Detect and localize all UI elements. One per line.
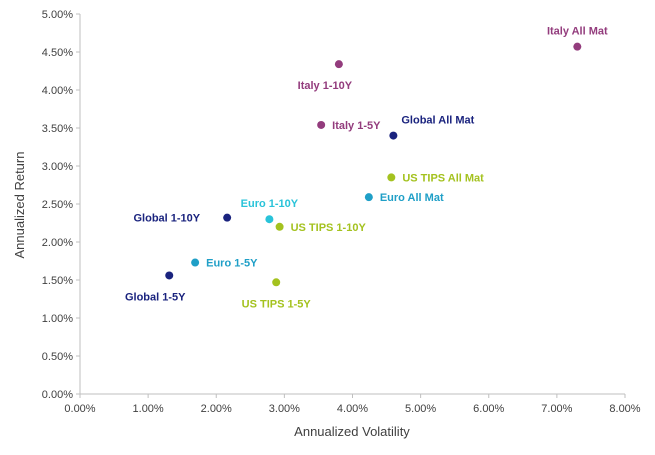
point-label: US TIPS 1-10Y [291, 222, 367, 234]
tick-labels: 0.00% 0.50% 1.00% 1.50% 2.00% 2.50% 3.00% 3.50%… [42, 9, 641, 415]
point-label: US TIPS All Mat [402, 172, 484, 184]
point-label: Italy All Mat [547, 26, 608, 38]
data-point [265, 215, 274, 224]
y-tick-label: 3.00% [42, 161, 73, 173]
y-tick-label: 4.50% [42, 47, 73, 59]
y-axis-title: Annualized Return [12, 152, 27, 259]
data-point [387, 173, 396, 182]
data-point [389, 131, 398, 140]
data-point [317, 120, 326, 129]
data-point [573, 42, 582, 51]
point-label: Euro 1-5Y [206, 258, 258, 270]
x-tick-label: 8.00% [609, 403, 640, 415]
x-tick-label: 6.00% [473, 403, 504, 415]
axes [76, 13, 626, 398]
data-point [165, 271, 174, 280]
data-point [223, 213, 232, 222]
x-tick-label: 2.00% [201, 403, 232, 415]
y-tick-label: 4.00% [42, 85, 73, 97]
point-label: Global 1-5Y [125, 291, 186, 303]
x-tick-label: 1.00% [133, 403, 164, 415]
x-axis-title: Annualized Volatility [294, 424, 410, 439]
point-label: Global 1-10Y [134, 213, 201, 225]
point-label: US TIPS 1-5Y [242, 298, 312, 310]
y-tick-label: 5.00% [42, 9, 73, 21]
y-tick-label: 1.50% [42, 275, 73, 287]
y-tick-label: 2.50% [42, 199, 73, 211]
data-point [272, 278, 281, 287]
point-labels: Italy All Mat Italy 1-10Y Italy 1-5Y Global… [125, 26, 608, 311]
y-tick-label: 1.00% [42, 313, 73, 325]
x-tick-label: 3.00% [269, 403, 300, 415]
data-point [191, 258, 200, 267]
x-tick-label: 0.00% [64, 403, 95, 415]
data-point [364, 193, 373, 202]
x-tick-label: 4.00% [337, 403, 368, 415]
point-label: Italy 1-10Y [298, 80, 353, 92]
point-label: Euro All Mat [380, 192, 444, 204]
y-tick-label: 2.00% [42, 237, 73, 249]
y-tick-label: 0.00% [42, 389, 73, 401]
x-tick-label: 7.00% [541, 403, 572, 415]
x-tick-label: 5.00% [405, 403, 436, 415]
y-tick-label: 3.50% [42, 123, 73, 135]
point-label: Global All Mat [401, 115, 474, 127]
point-label: Italy 1-5Y [332, 120, 381, 132]
y-tick-label: 0.50% [42, 351, 73, 363]
data-points [165, 42, 582, 287]
data-point [334, 60, 343, 69]
point-label: Euro 1-10Y [241, 198, 299, 210]
data-point [275, 222, 284, 231]
